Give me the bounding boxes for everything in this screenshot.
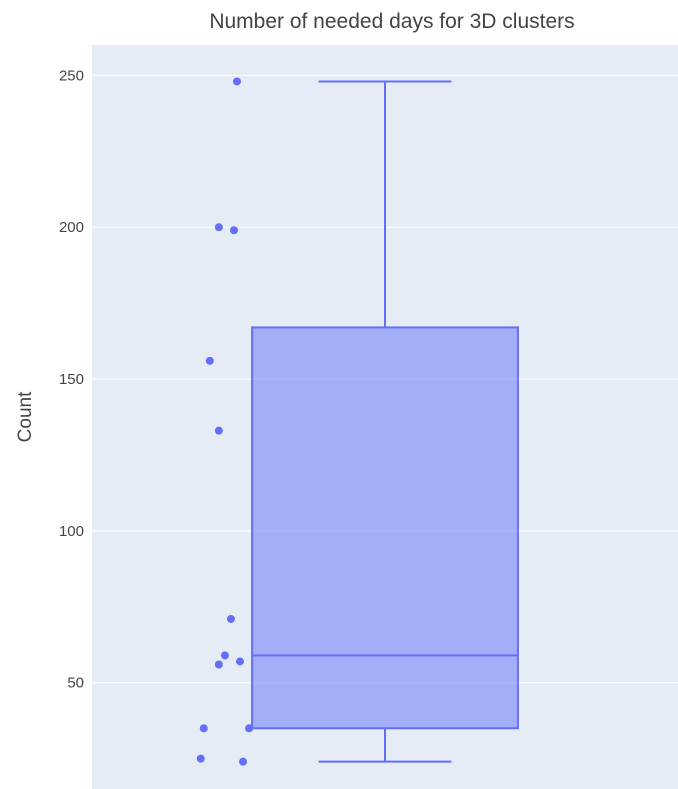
data-point bbox=[199, 724, 208, 733]
data-point bbox=[226, 614, 235, 623]
y-tick-label: 200 bbox=[59, 219, 84, 236]
box-trace bbox=[251, 80, 519, 763]
data-point bbox=[236, 657, 245, 666]
chart-title: Number of needed days for 3D clusters bbox=[209, 10, 574, 33]
data-point bbox=[229, 226, 238, 235]
y-tick-label: 250 bbox=[59, 67, 84, 84]
data-point bbox=[205, 356, 214, 365]
y-tick-label: 100 bbox=[59, 523, 84, 540]
data-points bbox=[196, 77, 254, 766]
data-point bbox=[214, 660, 223, 669]
data-point bbox=[232, 77, 241, 86]
data-point bbox=[245, 724, 254, 733]
data-point bbox=[196, 754, 205, 763]
y-axis-ticks: 50 100 150 200 250 bbox=[59, 67, 84, 691]
y-tick-label: 150 bbox=[59, 371, 84, 388]
y-axis-label: Count bbox=[15, 391, 36, 442]
y-tick-label: 50 bbox=[67, 675, 84, 692]
data-point bbox=[239, 757, 248, 766]
data-point bbox=[214, 426, 223, 435]
box-iqr bbox=[251, 326, 519, 730]
data-point bbox=[214, 223, 223, 232]
data-point bbox=[220, 651, 229, 660]
